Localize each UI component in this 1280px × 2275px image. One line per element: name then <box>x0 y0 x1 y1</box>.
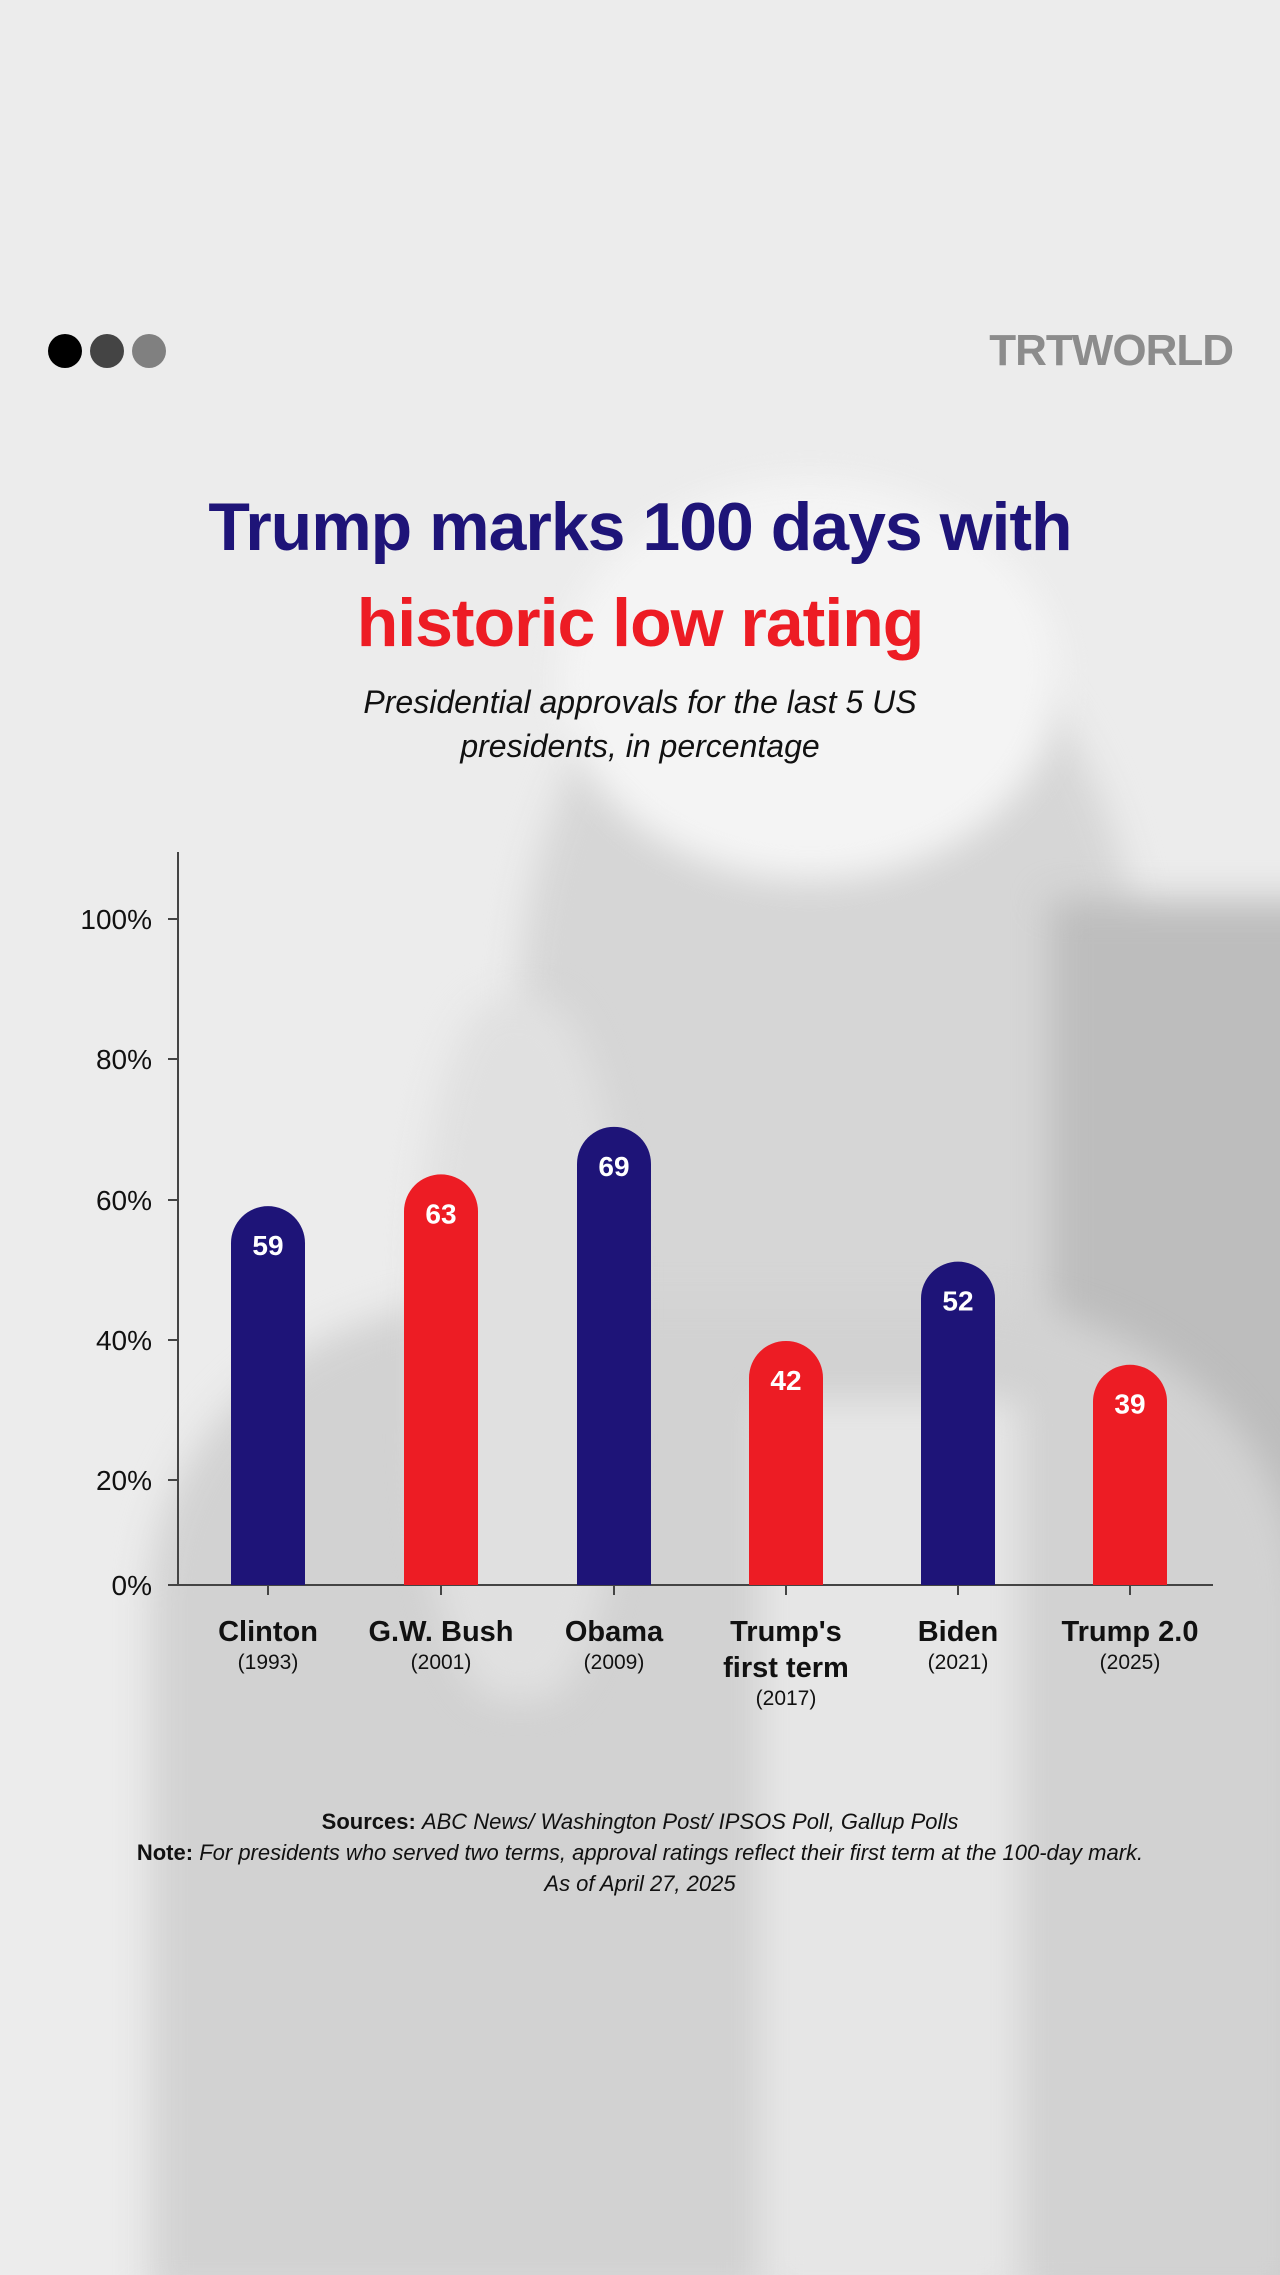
data-label: 39 <box>1114 1389 1145 1420</box>
sources-text: ABC News/ Washington Post/ IPSOS Poll, G… <box>421 1809 959 1834</box>
category-label: Obama (2009) <box>514 1614 714 1676</box>
category-label: Biden (2021) <box>858 1614 1058 1676</box>
title-line2: historic low rating <box>356 585 925 661</box>
dot-black <box>48 334 82 368</box>
bar-4 <box>921 1261 995 1585</box>
category-name: Trump 2.0 <box>1061 1616 1199 1648</box>
category-year: (2001) <box>410 1651 472 1674</box>
sources-line: Sources: ABC News/ Washington Post/ IPSO… <box>0 1806 1280 1837</box>
y-tick-label: 40% <box>96 1325 152 1356</box>
y-tick-label: 0% <box>112 1570 152 1601</box>
note-label: Note: <box>136 1840 194 1865</box>
category-label: Clinton (1993) <box>168 1614 368 1676</box>
data-label: 59 <box>252 1230 283 1261</box>
note-text: For presidents who served two terms, app… <box>199 1840 1144 1865</box>
category-year: (2017) <box>755 1687 817 1710</box>
subtitle-line2: presidents, in percentage <box>460 728 820 764</box>
bar-2 <box>577 1126 651 1585</box>
category-year: (2021) <box>927 1651 989 1674</box>
category-year: (1993) <box>237 1651 299 1674</box>
category-name: Clinton <box>218 1616 318 1648</box>
note-line: Note: For presidents who served two term… <box>0 1837 1280 1868</box>
bar-5 <box>1093 1364 1167 1585</box>
trtworld-logo: TRTWORLD <box>989 326 1234 375</box>
dot-darkgray <box>90 334 124 368</box>
data-label: 42 <box>770 1365 801 1396</box>
data-label: 63 <box>425 1198 456 1229</box>
bar-0 <box>231 1206 305 1585</box>
category-label: Trump 2.0 (2025) <box>1030 1614 1230 1676</box>
category-label: G.W. Bush (2001) <box>341 1614 541 1676</box>
dot-gray <box>132 334 166 368</box>
y-tick-label: 20% <box>96 1465 152 1496</box>
subtitle: Presidential approvals for the last 5 US… <box>0 680 1280 768</box>
category-name: G.W. Bush <box>368 1616 514 1648</box>
category-label: Trump's first term (2017) <box>686 1614 886 1712</box>
as-of-date: As of April 27, 2025 <box>544 1871 736 1896</box>
bar-3 <box>749 1340 824 1585</box>
footer: Sources: ABC News/ Washington Post/ IPSO… <box>0 1806 1280 1899</box>
y-tick-label: 60% <box>96 1185 152 1216</box>
sources-label: Sources: <box>321 1809 416 1834</box>
category-name: Biden <box>917 1616 999 1648</box>
data-label: 69 <box>598 1151 629 1182</box>
subtitle-line1: Presidential approvals for the last 5 US <box>363 684 917 720</box>
y-tick-label: 80% <box>96 1044 152 1075</box>
bar-1 <box>404 1174 479 1585</box>
category-year: (2009) <box>583 1651 645 1674</box>
category-name: Obama <box>564 1616 664 1648</box>
category-name: Trump's first term <box>723 1616 849 1684</box>
y-tick-label: 100% <box>80 904 152 935</box>
data-label: 52 <box>942 1286 973 1317</box>
category-year: (2025) <box>1099 1651 1161 1674</box>
title-line1: Trump marks 100 days with <box>208 489 1072 565</box>
